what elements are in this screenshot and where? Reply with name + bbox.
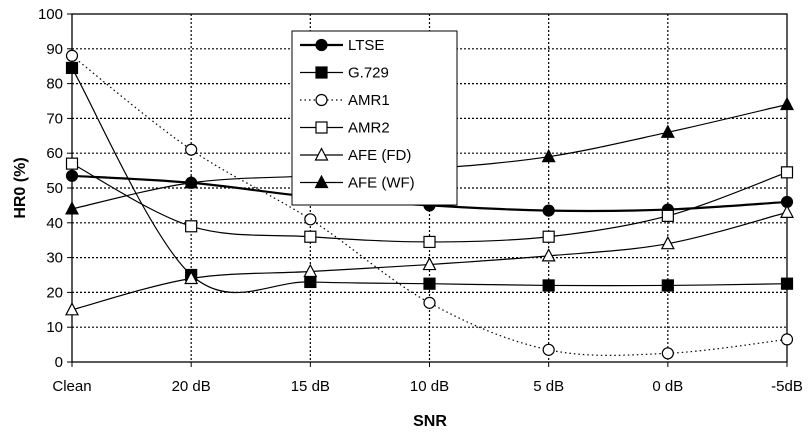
series-afe-fd — [65, 204, 794, 316]
x-tick-label: Clean — [52, 378, 91, 395]
x-tick-label: -5dB — [771, 378, 803, 395]
data-point — [780, 204, 794, 218]
data-point — [780, 333, 794, 346]
legend-box — [291, 30, 458, 206]
y-tick-label: 0 — [55, 354, 63, 371]
y-tick-label: 100 — [38, 6, 63, 23]
data-point — [541, 248, 556, 262]
data-point — [65, 61, 79, 75]
y-tick-label: 10 — [46, 319, 63, 336]
legend-marker — [315, 38, 328, 52]
data-point — [660, 124, 675, 138]
data-point — [661, 347, 674, 360]
data-point — [780, 277, 794, 290]
y-tick-label: 50 — [46, 180, 63, 197]
data-point — [422, 256, 437, 271]
legend-entry: AMR1 — [300, 92, 390, 109]
data-point — [542, 230, 555, 243]
data-point — [65, 49, 79, 62]
data-point — [661, 209, 674, 222]
data-point — [423, 235, 436, 249]
legend-label: AMR1 — [348, 92, 390, 109]
data-point — [423, 277, 436, 290]
data-point — [542, 343, 555, 356]
x-tick-label: 15 dB — [291, 378, 330, 395]
y-axis-title: HR0 (%) — [12, 157, 29, 218]
x-tick-label: 20 dB — [172, 378, 211, 395]
data-point — [65, 169, 79, 182]
legend-entry: AFE (FD) — [300, 147, 411, 164]
series-amr1 — [65, 49, 794, 360]
data-point — [660, 235, 675, 250]
legend-entry: G.729 — [300, 65, 389, 82]
legend-label: LTSE — [348, 37, 384, 54]
legend-marker — [315, 121, 328, 134]
data-point — [303, 263, 318, 278]
x-tick-label: 10 dB — [410, 378, 449, 395]
y-axis-ticks: 0 10 20 30 40 50 60 70 80 90 100 — [38, 6, 72, 371]
data-point — [184, 270, 199, 285]
data-point — [304, 275, 317, 289]
data-point — [304, 213, 317, 226]
legend-label: AFE (WF) — [348, 175, 415, 192]
y-tick-label: 60 — [46, 145, 63, 162]
data-point — [423, 296, 436, 309]
legend-entry: AFE (WF) — [300, 175, 415, 192]
legend-marker — [315, 93, 328, 107]
y-tick-label: 40 — [46, 215, 63, 232]
data-point — [542, 204, 555, 217]
data-point — [185, 220, 198, 233]
legend-label: AFE (FD) — [348, 147, 411, 164]
series-amr2 — [65, 157, 794, 249]
data-point — [541, 148, 556, 163]
legend-marker — [314, 174, 329, 189]
x-tick-label: 5 dB — [533, 378, 564, 395]
data-point — [65, 157, 79, 170]
legend-entry: AMR2 — [300, 120, 390, 137]
data-point — [185, 143, 198, 156]
data-point — [661, 279, 674, 292]
y-tick-label: 80 — [46, 76, 63, 93]
y-tick-label: 70 — [46, 110, 63, 127]
data-point — [184, 174, 199, 189]
data-point — [542, 279, 555, 292]
legend: LTSE G.729 AMR1 AMR2 AFE (FD) AFE (WF) — [291, 30, 458, 206]
legend-label: G.729 — [348, 65, 389, 82]
data-point — [780, 96, 794, 111]
legend-entry: LTSE — [300, 37, 384, 54]
data-point — [65, 201, 79, 215]
x-axis-ticks: Clean 20 dB 15 dB 10 dB 5 dB 0 dB -5dB — [52, 362, 803, 395]
y-tick-label: 30 — [46, 250, 63, 267]
y-tick-label: 90 — [46, 41, 63, 58]
data-point — [65, 302, 79, 316]
data-point — [304, 230, 317, 243]
y-tick-label: 20 — [46, 284, 63, 301]
data-point — [780, 166, 794, 179]
legend-marker — [315, 66, 328, 79]
x-tick-label: 0 dB — [652, 378, 683, 395]
legend-label: AMR2 — [348, 120, 390, 137]
legend-marker — [314, 147, 329, 161]
x-axis-title: SNR — [413, 413, 447, 430]
